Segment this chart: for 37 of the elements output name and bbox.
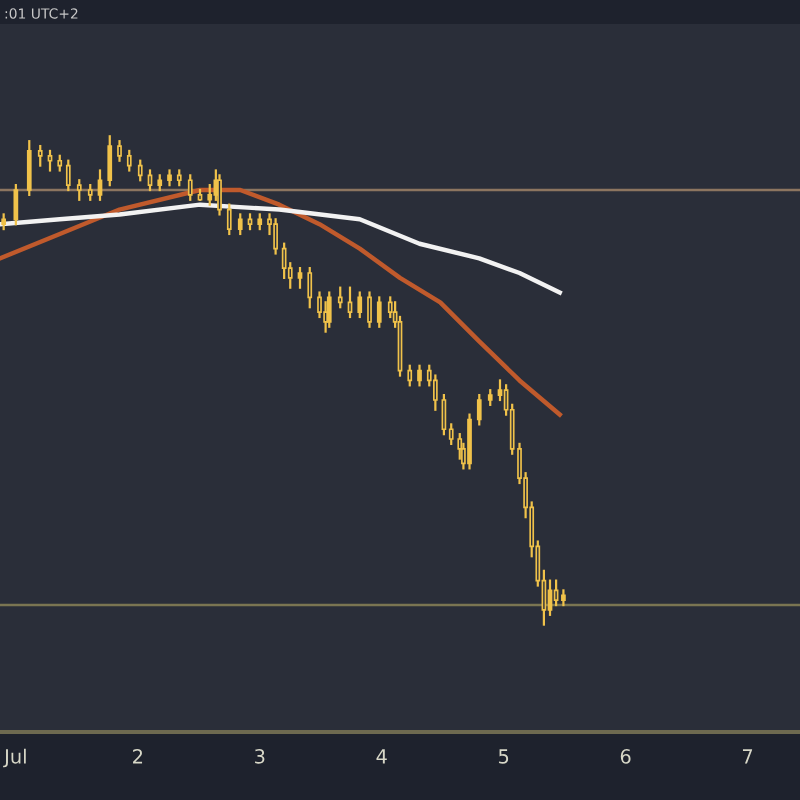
- x-tick-label: 5: [498, 749, 509, 764]
- candlestick: [76, 179, 82, 201]
- candlestick: [407, 364, 413, 387]
- candlestick: [126, 149, 132, 172]
- candlestick: [347, 286, 353, 319]
- x-tick-label: 7: [742, 749, 753, 764]
- candlestick: [37, 144, 43, 167]
- candlestick: [117, 140, 122, 162]
- candlestick: [467, 413, 472, 470]
- candlestick: [326, 291, 332, 328]
- candlestick: [307, 267, 313, 309]
- x-tick-label: 6: [620, 749, 631, 764]
- candlestick: [561, 589, 566, 607]
- candlestick: [137, 159, 143, 182]
- candlestick: [376, 296, 382, 328]
- candlestick: [187, 174, 193, 201]
- candlestick: [13, 184, 19, 226]
- candlestick: [97, 169, 103, 201]
- candlestick: [237, 213, 243, 236]
- candlestick: [337, 286, 343, 309]
- candlestick: [367, 291, 372, 328]
- candlestick: [226, 203, 232, 236]
- candlestick: [167, 169, 172, 187]
- candlestick: [476, 393, 482, 426]
- candlestick: [273, 218, 278, 255]
- candlestick: [107, 135, 113, 187]
- candlestick: [417, 364, 422, 387]
- candlestick: [47, 149, 53, 172]
- candlestick: [357, 291, 363, 319]
- x-tick-label: 2: [133, 749, 143, 764]
- candlestick: [297, 267, 303, 289]
- x-tick-label: Jul: [3, 748, 26, 768]
- x-tick-label: 4: [376, 749, 387, 764]
- candlestick: [26, 140, 32, 197]
- candlestick: [65, 159, 71, 192]
- candlestick: [217, 174, 222, 216]
- x-tick-label: 3: [255, 749, 265, 764]
